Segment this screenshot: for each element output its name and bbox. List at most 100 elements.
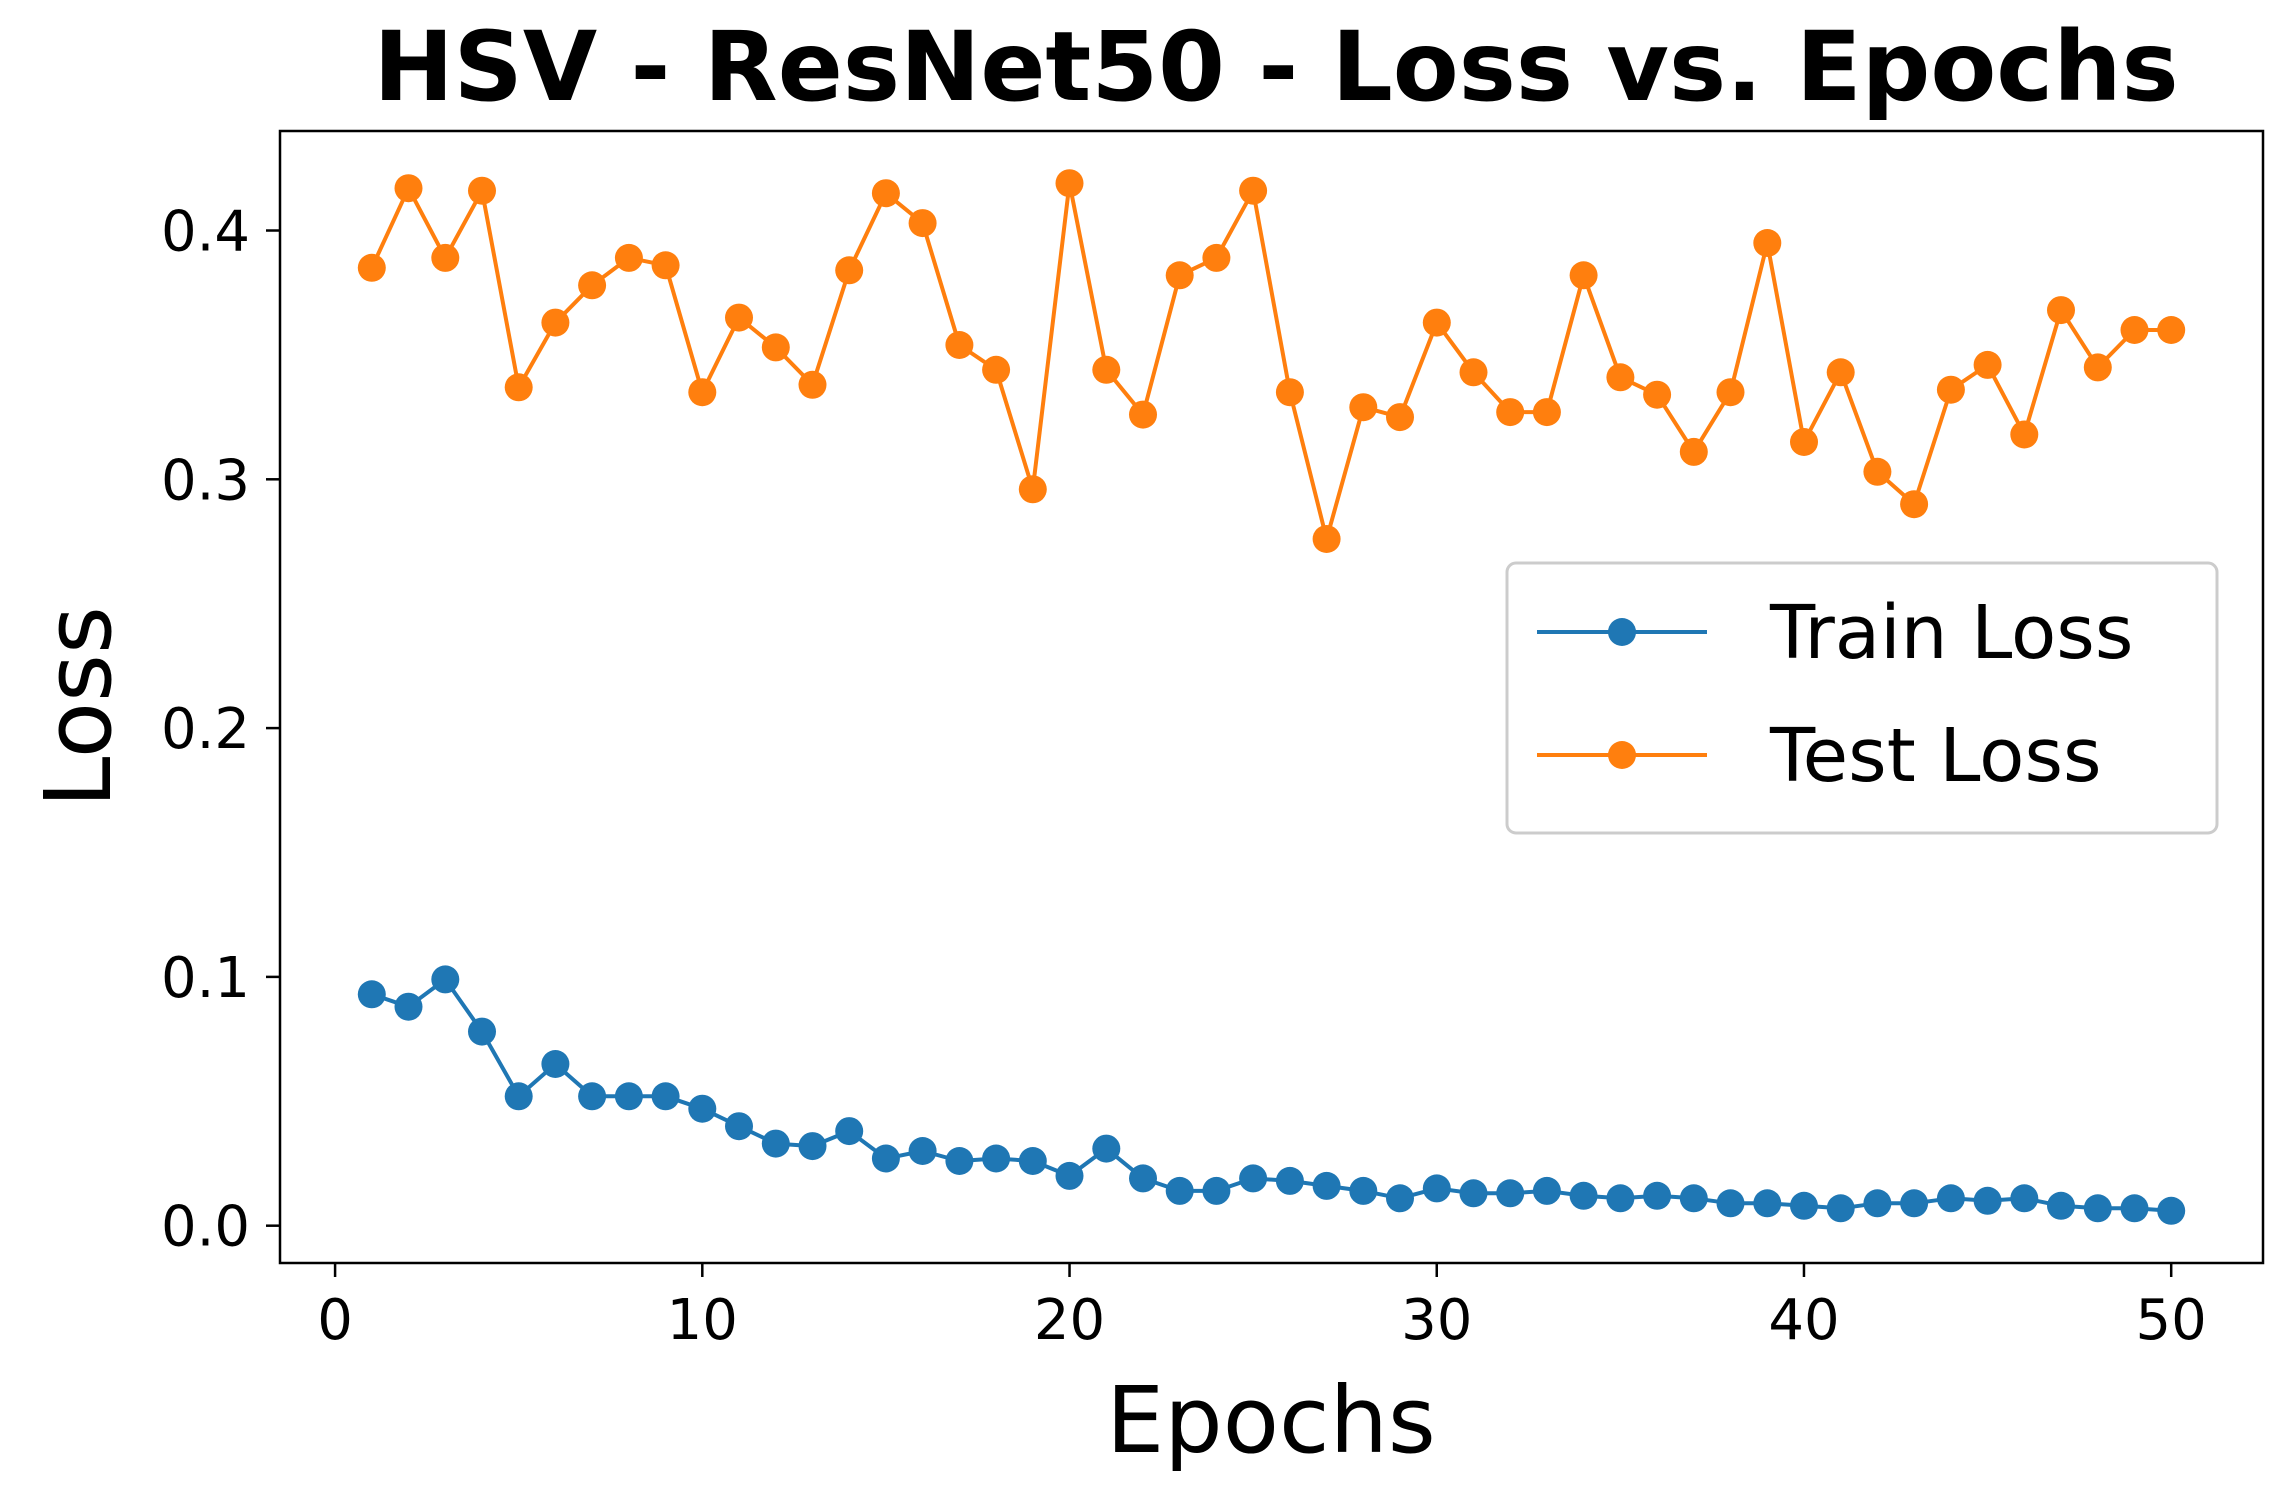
test-loss-point — [468, 176, 496, 205]
test-loss-point — [1973, 350, 2002, 379]
train-loss-point — [1790, 1191, 1818, 1220]
test-loss-point — [2157, 316, 2186, 344]
train-loss-point — [1055, 1161, 1084, 1190]
test-loss-point — [1863, 457, 1892, 486]
x-tick-label: 0 — [317, 1288, 353, 1353]
test-loss-point — [1202, 243, 1231, 272]
y-tick-label: 0.4 — [161, 200, 250, 265]
test-loss-point — [1532, 398, 1561, 427]
test-loss-point — [1312, 525, 1341, 553]
test-loss-point — [1129, 400, 1157, 429]
train-loss-point — [1569, 1181, 1598, 1210]
y-tick-label: 0.2 — [161, 697, 250, 762]
train-loss-point — [2083, 1194, 2112, 1223]
test-loss-point — [1606, 363, 1635, 392]
train-loss-point — [468, 1017, 496, 1046]
train-loss-point — [1532, 1176, 1561, 1205]
train-loss-point — [614, 1082, 643, 1111]
test-loss-point — [1790, 428, 1818, 456]
test-loss-line — [369, 181, 2172, 541]
x-tick-label: 10 — [667, 1288, 738, 1353]
test-loss-point — [578, 271, 607, 300]
train-loss-point — [1349, 1176, 1378, 1205]
test-loss-point — [357, 253, 386, 282]
train-loss-point — [1643, 1181, 1672, 1210]
train-loss-point — [504, 1082, 533, 1111]
test-loss-point — [504, 373, 533, 402]
test-loss-point — [1386, 403, 1414, 432]
train-loss-point — [1826, 1194, 1855, 1223]
test-loss-point — [394, 174, 423, 203]
test-loss-point — [2120, 316, 2149, 344]
series-layer — [357, 169, 2186, 1225]
train-loss-point — [1275, 1166, 1304, 1195]
x-tick-label: 20 — [1034, 1288, 1105, 1353]
plot-frame — [278, 129, 2265, 1265]
chart-title: HSV - ResNet50 - Loss vs. Epochs — [373, 11, 2178, 123]
test-loss-point — [2083, 353, 2112, 382]
test-loss-point — [1716, 378, 1745, 407]
train-loss-point — [871, 1144, 900, 1173]
test-loss-point — [1679, 437, 1708, 466]
train-loss-point — [651, 1082, 680, 1111]
test-loss-point — [651, 251, 680, 280]
test-loss-point — [1496, 398, 1525, 427]
x-tick-label: 40 — [1768, 1288, 1839, 1353]
train-loss-point — [2010, 1184, 2039, 1213]
train-loss-point — [1239, 1164, 1268, 1193]
train-loss-point — [1863, 1189, 1892, 1218]
test-loss-point — [835, 256, 864, 285]
test-loss-point — [2047, 296, 2075, 325]
y-tick-label: 0.0 — [161, 1195, 250, 1260]
train-loss-point — [1716, 1189, 1745, 1218]
train-loss-point — [2120, 1194, 2149, 1223]
legend-train-marker — [1608, 618, 1636, 646]
train-loss-point — [945, 1147, 974, 1175]
train-loss-point — [1386, 1184, 1414, 1213]
test-loss-point — [541, 308, 570, 337]
train-loss-point — [835, 1117, 864, 1146]
x-tick-label: 50 — [2136, 1288, 2207, 1353]
train-loss-point — [1202, 1176, 1231, 1205]
train-loss-point — [1459, 1179, 1488, 1208]
train-loss-point — [2047, 1191, 2075, 1220]
test-loss-point — [1275, 378, 1304, 407]
test-loss-point — [761, 333, 790, 362]
train-loss-point — [1129, 1164, 1157, 1193]
test-loss-point — [1018, 475, 1047, 504]
test-loss-point — [2010, 420, 2039, 449]
test-loss-point — [798, 370, 827, 399]
y-axis-label: Loss — [25, 606, 132, 808]
y-tick-label: 0.3 — [161, 448, 250, 513]
train-loss-point — [1165, 1176, 1194, 1205]
y-tick-label: 0.1 — [161, 946, 250, 1011]
test-loss-point — [908, 209, 937, 238]
x-axis-ticks: 0 10 20 30 40 50 — [317, 1263, 2207, 1353]
train-loss-point — [688, 1094, 717, 1123]
x-axis-label: Epochs — [1106, 1367, 1436, 1474]
test-loss-point — [945, 331, 974, 359]
test-loss-point — [1422, 308, 1451, 337]
test-loss-point — [431, 243, 460, 272]
train-loss-point — [1936, 1184, 1965, 1213]
train-loss-point — [578, 1082, 607, 1111]
train-loss-point — [357, 980, 386, 1009]
test-loss-point — [1936, 375, 1965, 404]
train-loss-point — [1092, 1134, 1121, 1163]
train-loss-point — [1973, 1186, 2002, 1215]
test-loss-point — [1826, 358, 1855, 387]
train-loss-point — [541, 1050, 570, 1078]
test-loss-point — [1165, 261, 1194, 290]
test-loss-point — [1239, 176, 1268, 205]
legend-test-label: Test Loss — [1769, 713, 2102, 799]
train-loss-point — [2157, 1196, 2186, 1225]
test-loss-point — [1643, 380, 1672, 409]
test-loss-point — [1092, 355, 1121, 384]
legend: Train Loss Test Loss — [1505, 561, 2219, 835]
legend-test-marker — [1608, 741, 1636, 769]
train-loss-point — [1496, 1179, 1525, 1208]
train-loss-point — [394, 992, 423, 1021]
train-loss-point — [1900, 1189, 1929, 1218]
test-loss-point — [1753, 229, 1782, 257]
test-loss-point — [1569, 261, 1598, 290]
